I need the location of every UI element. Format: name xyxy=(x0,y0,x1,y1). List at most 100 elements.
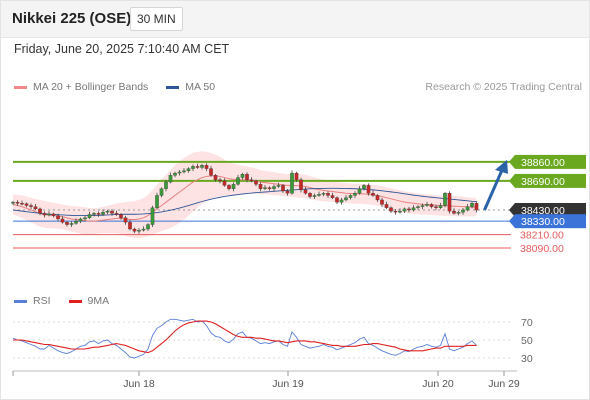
candle-body xyxy=(272,186,276,189)
legend-item-rsi: RSI xyxy=(14,295,51,307)
candle-body xyxy=(393,210,398,213)
candle-body xyxy=(434,206,438,208)
level-badge-38690.00 xyxy=(515,173,586,188)
candle-body xyxy=(123,217,128,223)
rsi-legend: RSI 9MA xyxy=(14,295,127,307)
candle-body xyxy=(110,210,114,214)
candle-body xyxy=(29,205,33,207)
candle-body xyxy=(281,185,285,192)
level-badge-tip xyxy=(509,214,515,229)
x-tick-label: Jun 20 xyxy=(422,378,454,390)
main-legend: MA 20 + Bollinger Bands MA 50 xyxy=(14,81,233,93)
candle-body xyxy=(335,197,339,203)
candle-body xyxy=(78,218,83,222)
candle-body xyxy=(236,177,240,185)
rsi-line xyxy=(12,318,477,359)
research-credit: Research © 2025 Trading Central xyxy=(425,81,582,93)
candle-body xyxy=(119,214,123,218)
candle-body xyxy=(263,187,267,189)
candle-body xyxy=(474,203,479,211)
candle-body xyxy=(465,206,470,211)
candle-body xyxy=(204,165,209,169)
candle-body xyxy=(299,179,303,191)
candle-body xyxy=(69,223,74,225)
candle-body xyxy=(371,193,375,196)
level-label-38330.00: 38330.00 xyxy=(521,216,565,228)
candle-body xyxy=(389,207,393,212)
candle-body xyxy=(65,222,69,225)
candle-body xyxy=(254,180,258,185)
level-badge-38860.00 xyxy=(515,154,586,169)
candle-body xyxy=(105,210,110,213)
candle-body xyxy=(47,213,51,216)
candle-body xyxy=(200,165,204,168)
rsi-tick-label: 50 xyxy=(521,335,533,347)
legend-item-ma50: MA 50 xyxy=(166,81,215,93)
candle-body xyxy=(407,208,411,211)
candle-body xyxy=(218,179,222,182)
candle-body xyxy=(186,168,191,172)
candle-body xyxy=(195,166,200,168)
candle-body xyxy=(227,185,231,189)
candle-body xyxy=(353,193,357,196)
legend-swatch-9ma xyxy=(68,299,82,303)
candle-body xyxy=(384,204,389,208)
candle-body xyxy=(258,184,263,189)
candle-body xyxy=(128,222,132,230)
candle-body xyxy=(420,205,425,207)
candle-body xyxy=(267,187,272,189)
candle-body xyxy=(429,204,434,207)
candle-body xyxy=(240,174,245,178)
candle-body xyxy=(339,199,344,203)
candle-body xyxy=(344,197,348,201)
x-tick-label: Jun 19 xyxy=(272,378,304,390)
level-badge-tip xyxy=(509,203,515,217)
candle-body xyxy=(330,195,335,198)
bollinger-band xyxy=(13,151,477,238)
candle-body xyxy=(416,206,420,208)
candle-body xyxy=(411,207,416,211)
candle-body xyxy=(303,189,308,194)
candle-body xyxy=(51,213,56,216)
candle-body xyxy=(74,221,78,224)
candle-body xyxy=(20,203,24,205)
candle-body xyxy=(366,185,371,194)
legend-label-rsi: RSI xyxy=(33,295,51,307)
candle-body xyxy=(290,172,294,194)
candle-body xyxy=(42,213,47,216)
candle-body xyxy=(38,208,42,214)
candle-body xyxy=(348,195,353,198)
candle-body xyxy=(312,195,317,197)
candle-body xyxy=(249,179,254,182)
legend-swatch-ma20 xyxy=(14,85,27,89)
candle-body xyxy=(141,228,146,231)
candle-body xyxy=(443,193,447,206)
x-tick-label: Jun 29 xyxy=(488,378,520,390)
candle-body xyxy=(159,188,164,196)
level-label-38430.00: 38430.00 xyxy=(521,205,565,217)
legend-item-9ma: 9MA xyxy=(68,295,109,307)
rsi-tick-label: 30 xyxy=(521,353,533,365)
candle-body xyxy=(177,171,182,174)
candle-body xyxy=(24,203,29,206)
timestamp: Friday, June 20, 2025 7:10:40 AM CET xyxy=(14,42,230,56)
level-label-38210.00: 38210.00 xyxy=(520,230,564,242)
timeframe-selector[interactable]: 30 MIN xyxy=(130,7,183,31)
level-label-38690.00: 38690.00 xyxy=(521,176,565,188)
candle-body xyxy=(213,175,218,180)
candle-body xyxy=(56,215,60,220)
projection-arrow-head xyxy=(495,159,508,174)
candle-body xyxy=(425,204,429,206)
rsi-9ma-line xyxy=(13,320,477,354)
candle-body xyxy=(191,166,195,169)
candle-body xyxy=(326,193,330,196)
candle-body xyxy=(357,188,362,194)
legend-label-ma20: MA 20 + Bollinger Bands xyxy=(33,81,149,93)
candle-body xyxy=(114,213,119,215)
candle-body xyxy=(438,205,443,208)
candle-body xyxy=(317,194,321,196)
candle-body xyxy=(402,208,407,212)
candle-body xyxy=(245,174,249,180)
